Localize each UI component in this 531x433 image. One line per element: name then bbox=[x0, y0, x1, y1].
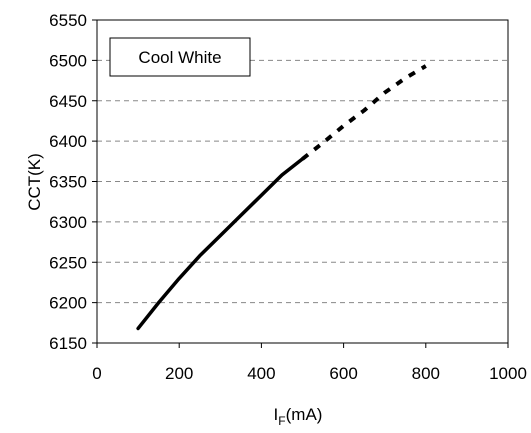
y-tick-label-8: 6550 bbox=[49, 11, 87, 30]
x-tick-label-2: 400 bbox=[247, 364, 275, 383]
series-line-0 bbox=[136, 157, 305, 331]
series-line-1 bbox=[301, 64, 427, 161]
legend-frame bbox=[109, 37, 251, 77]
y-tick-label-4: 6350 bbox=[49, 173, 87, 192]
legend-box: Cool White bbox=[109, 37, 251, 77]
y-tick-label-1: 6200 bbox=[49, 294, 87, 313]
y-tick-label-0: 6150 bbox=[49, 334, 87, 353]
x-axis-label-subscript: F bbox=[278, 414, 285, 428]
y-tick-label-5: 6400 bbox=[49, 132, 87, 151]
x-tick-labels: 0 200 400 600 800 1000 bbox=[92, 343, 527, 383]
y-tick-label-7: 6500 bbox=[49, 51, 87, 70]
x-tick-label-4: 800 bbox=[412, 364, 440, 383]
x-tick-label-3: 600 bbox=[329, 364, 357, 383]
grid bbox=[97, 59, 508, 304]
y-tick-label-3: 6300 bbox=[49, 213, 87, 232]
y-tick-labels: 6150 6200 6250 6300 6350 6400 6450 6500 6550 bbox=[49, 11, 97, 353]
y-tick-label-6: 6450 bbox=[49, 92, 87, 111]
x-tick-label-0: 0 bbox=[92, 364, 101, 383]
x-axis-label-unit: (mA) bbox=[286, 405, 323, 424]
x-axis-label-main: I bbox=[274, 405, 279, 424]
x-axis-label: IF(mA) bbox=[274, 405, 323, 428]
y-tick-label-2: 6250 bbox=[49, 253, 87, 272]
x-tick-label-1: 200 bbox=[165, 364, 193, 383]
series-layer bbox=[136, 64, 427, 331]
legend-label: Cool White bbox=[138, 48, 221, 67]
y-axis-label: CCT(K) bbox=[25, 153, 44, 211]
x-tick-label-5: 1000 bbox=[489, 364, 527, 383]
